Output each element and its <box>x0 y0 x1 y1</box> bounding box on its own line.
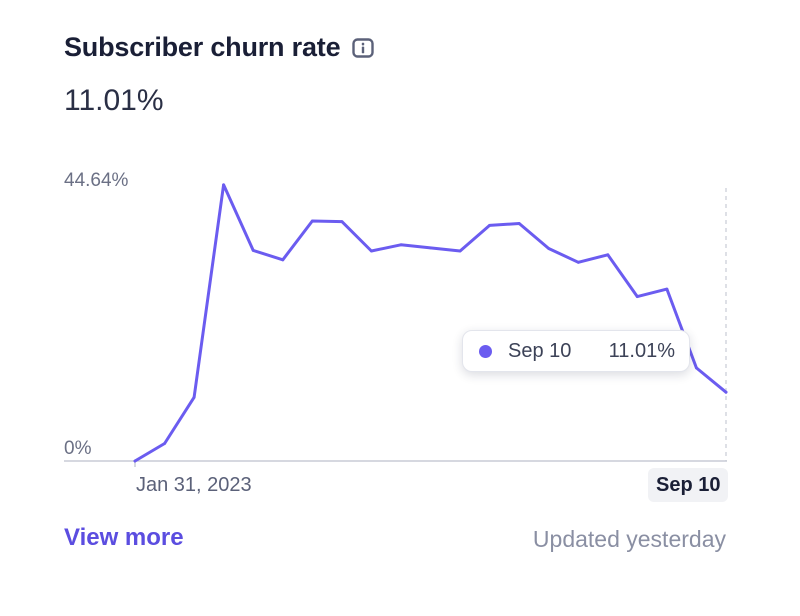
data-point <box>251 249 255 252</box>
data-point <box>724 390 728 394</box>
data-point <box>192 395 196 399</box>
title-row: Subscriber churn rate <box>64 32 375 63</box>
chart-title: Subscriber churn rate <box>64 32 341 62</box>
data-point <box>163 442 167 445</box>
chart-tooltip: Sep 10 11.01% <box>462 330 690 372</box>
series-points <box>133 183 728 463</box>
info-icon-glyph <box>352 37 375 58</box>
data-point <box>606 253 610 257</box>
x-tick-label-start: Jan 31, 2023 <box>136 474 252 496</box>
data-point <box>429 246 432 250</box>
data-point <box>310 219 314 223</box>
updated-status: Updated yesterday <box>532 526 726 552</box>
y-tick-label-max: 44.64% <box>64 170 129 191</box>
tooltip-value: 11.01% <box>608 339 675 362</box>
current-value: 11.01% <box>64 84 164 117</box>
y-tick-label-min: 0% <box>64 438 92 459</box>
data-point <box>517 222 521 225</box>
data-point <box>547 247 551 250</box>
tooltip-date: Sep 10 <box>508 339 572 362</box>
churn-series-line <box>133 183 728 463</box>
data-point <box>458 249 462 253</box>
data-point <box>340 220 344 224</box>
data-point <box>370 249 373 253</box>
data-point <box>635 295 639 298</box>
x-tick-label-end: Sep 10 <box>648 468 729 502</box>
data-point <box>281 258 285 262</box>
data-point <box>133 459 137 463</box>
data-point <box>695 366 698 370</box>
info-icon[interactable] <box>352 37 375 59</box>
tooltip-series-dot <box>479 344 492 358</box>
data-point <box>222 183 226 187</box>
data-point <box>576 260 580 264</box>
data-point <box>665 287 669 291</box>
data-point <box>399 243 403 247</box>
view-more-link[interactable]: View more <box>64 524 184 551</box>
data-point <box>488 224 491 227</box>
